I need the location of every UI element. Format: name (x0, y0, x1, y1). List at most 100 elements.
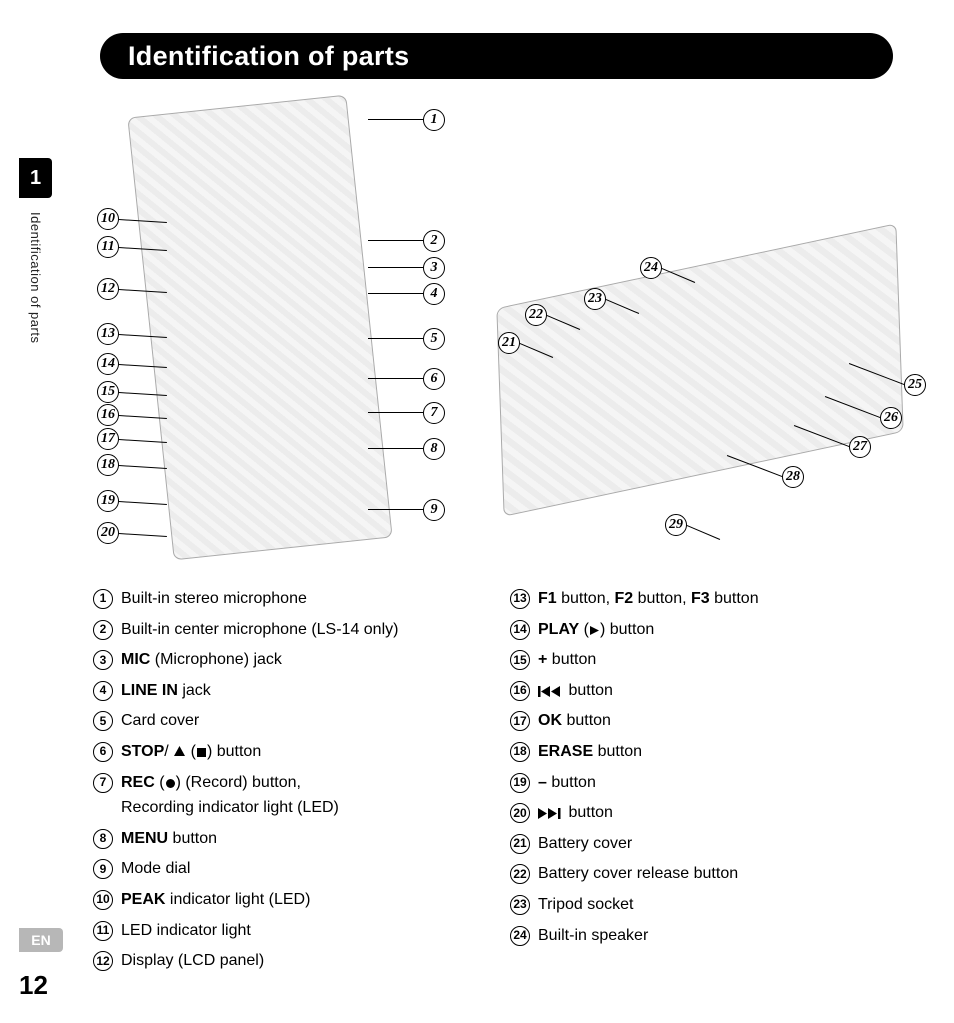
legend-item-16: 16 button (510, 678, 893, 704)
legend-number: 15 (510, 650, 530, 670)
legend-item-10: 10PEAK indicator light (LED) (93, 887, 476, 913)
legend-columns: 1Built-in stereo microphone2Built-in cen… (93, 586, 893, 979)
leader-line (368, 240, 423, 241)
legend-text: Built-in speaker (538, 923, 648, 949)
callout-18: 18 (97, 454, 119, 476)
callout-21: 21 (498, 332, 520, 354)
legend-text: Built-in stereo microphone (121, 586, 307, 612)
legend-text: + button (538, 647, 596, 673)
page-title: Identification of parts (128, 41, 409, 72)
legend-text: Built-in center microphone (LS-14 only) (121, 617, 398, 643)
callout-9: 9 (423, 499, 445, 521)
callout-5: 5 (423, 328, 445, 350)
callout-14: 14 (97, 353, 119, 375)
legend-text: REC () (Record) button,Recording indicat… (121, 770, 339, 821)
page-header: Identification of parts (100, 33, 893, 79)
legend-number: 16 (510, 681, 530, 701)
callout-8: 8 (423, 438, 445, 460)
callout-23: 23 (584, 288, 606, 310)
legend-item-15: 15 + button (510, 647, 893, 673)
legend-number: 10 (93, 890, 113, 910)
legend-text: button (538, 800, 613, 826)
legend-text: – button (538, 770, 596, 796)
legend-number: 13 (510, 589, 530, 609)
callout-2: 2 (423, 230, 445, 252)
callout-29: 29 (665, 514, 687, 536)
legend-number: 12 (93, 951, 113, 971)
leader-line (368, 293, 423, 294)
legend-number: 14 (510, 620, 530, 640)
page-number: 12 (19, 970, 48, 1001)
legend-number: 8 (93, 829, 113, 849)
legend-item-12: 12 Display (LCD panel) (93, 948, 476, 974)
legend-left-column: 1Built-in stereo microphone2Built-in cen… (93, 586, 476, 979)
device-front-illustration (127, 95, 392, 561)
legend-item-18: 18 ERASE button (510, 739, 893, 765)
legend-number: 9 (93, 859, 113, 879)
legend-number: 24 (510, 926, 530, 946)
legend-item-13: 13 F1 button, F2 button, F3 button (510, 586, 893, 612)
leader-line (368, 119, 423, 120)
legend-text: Display (LCD panel) (121, 948, 264, 974)
callout-11: 11 (97, 236, 119, 258)
leader-line (368, 338, 423, 339)
leader-line (119, 533, 167, 537)
legend-text: MIC (Microphone) jack (121, 647, 282, 673)
device-back-illustration (496, 223, 903, 516)
leader-line (368, 509, 423, 510)
legend-number: 19 (510, 773, 530, 793)
legend-text: button (538, 678, 613, 704)
legend-text: Card cover (121, 708, 199, 734)
callout-6: 6 (423, 368, 445, 390)
leader-line (119, 501, 167, 505)
legend-number: 4 (93, 681, 113, 701)
leader-line (368, 448, 423, 449)
legend-right-column: 13 F1 button, F2 button, F3 button 14 PLAY … (510, 586, 893, 979)
legend-item-8: 8 MENU button (93, 826, 476, 852)
legend-text: Mode dial (121, 856, 190, 882)
legend-text: MENU button (121, 826, 217, 852)
callout-4: 4 (423, 283, 445, 305)
legend-item-17: 17OK button (510, 708, 893, 734)
callout-20: 20 (97, 522, 119, 544)
legend-number: 6 (93, 742, 113, 762)
legend-item-14: 14 PLAY () button (510, 617, 893, 643)
legend-item-22: 22Battery cover release button (510, 861, 893, 887)
legend-item-6: 6 STOP/ () button (93, 739, 476, 765)
legend-number: 20 (510, 803, 530, 823)
legend-item-19: 19 – button (510, 770, 893, 796)
legend-text: Battery cover (538, 831, 632, 857)
callout-12: 12 (97, 278, 119, 300)
callout-7: 7 (423, 402, 445, 424)
legend-text: F1 button, F2 button, F3 button (538, 586, 759, 612)
callout-15: 15 (97, 381, 119, 403)
language-code: EN (31, 932, 50, 948)
legend-text: Tripod socket (538, 892, 633, 918)
legend-item-24: 24 Built-in speaker (510, 923, 893, 949)
callout-25: 25 (904, 374, 926, 396)
callout-22: 22 (525, 304, 547, 326)
callout-28: 28 (782, 466, 804, 488)
legend-number: 11 (93, 921, 113, 941)
side-section-label: Identification of parts (28, 212, 43, 343)
callout-17: 17 (97, 428, 119, 450)
legend-text: ERASE button (538, 739, 642, 765)
chapter-tab: 1 (19, 158, 52, 198)
leader-line (687, 525, 720, 540)
legend-number: 17 (510, 711, 530, 731)
legend-number: 2 (93, 620, 113, 640)
leader-line (119, 465, 167, 469)
legend-item-11: 11LED indicator light (93, 918, 476, 944)
leader-line (368, 412, 423, 413)
legend-number: 5 (93, 711, 113, 731)
legend-text: PLAY () button (538, 617, 654, 643)
leader-line (368, 267, 423, 268)
legend-number: 23 (510, 895, 530, 915)
callout-19: 19 (97, 490, 119, 512)
callout-16: 16 (97, 404, 119, 426)
legend-text: STOP/ () button (121, 739, 261, 765)
legend-number: 18 (510, 742, 530, 762)
legend-item-9: 9 Mode dial (93, 856, 476, 882)
callout-3: 3 (423, 257, 445, 279)
legend-number: 21 (510, 834, 530, 854)
